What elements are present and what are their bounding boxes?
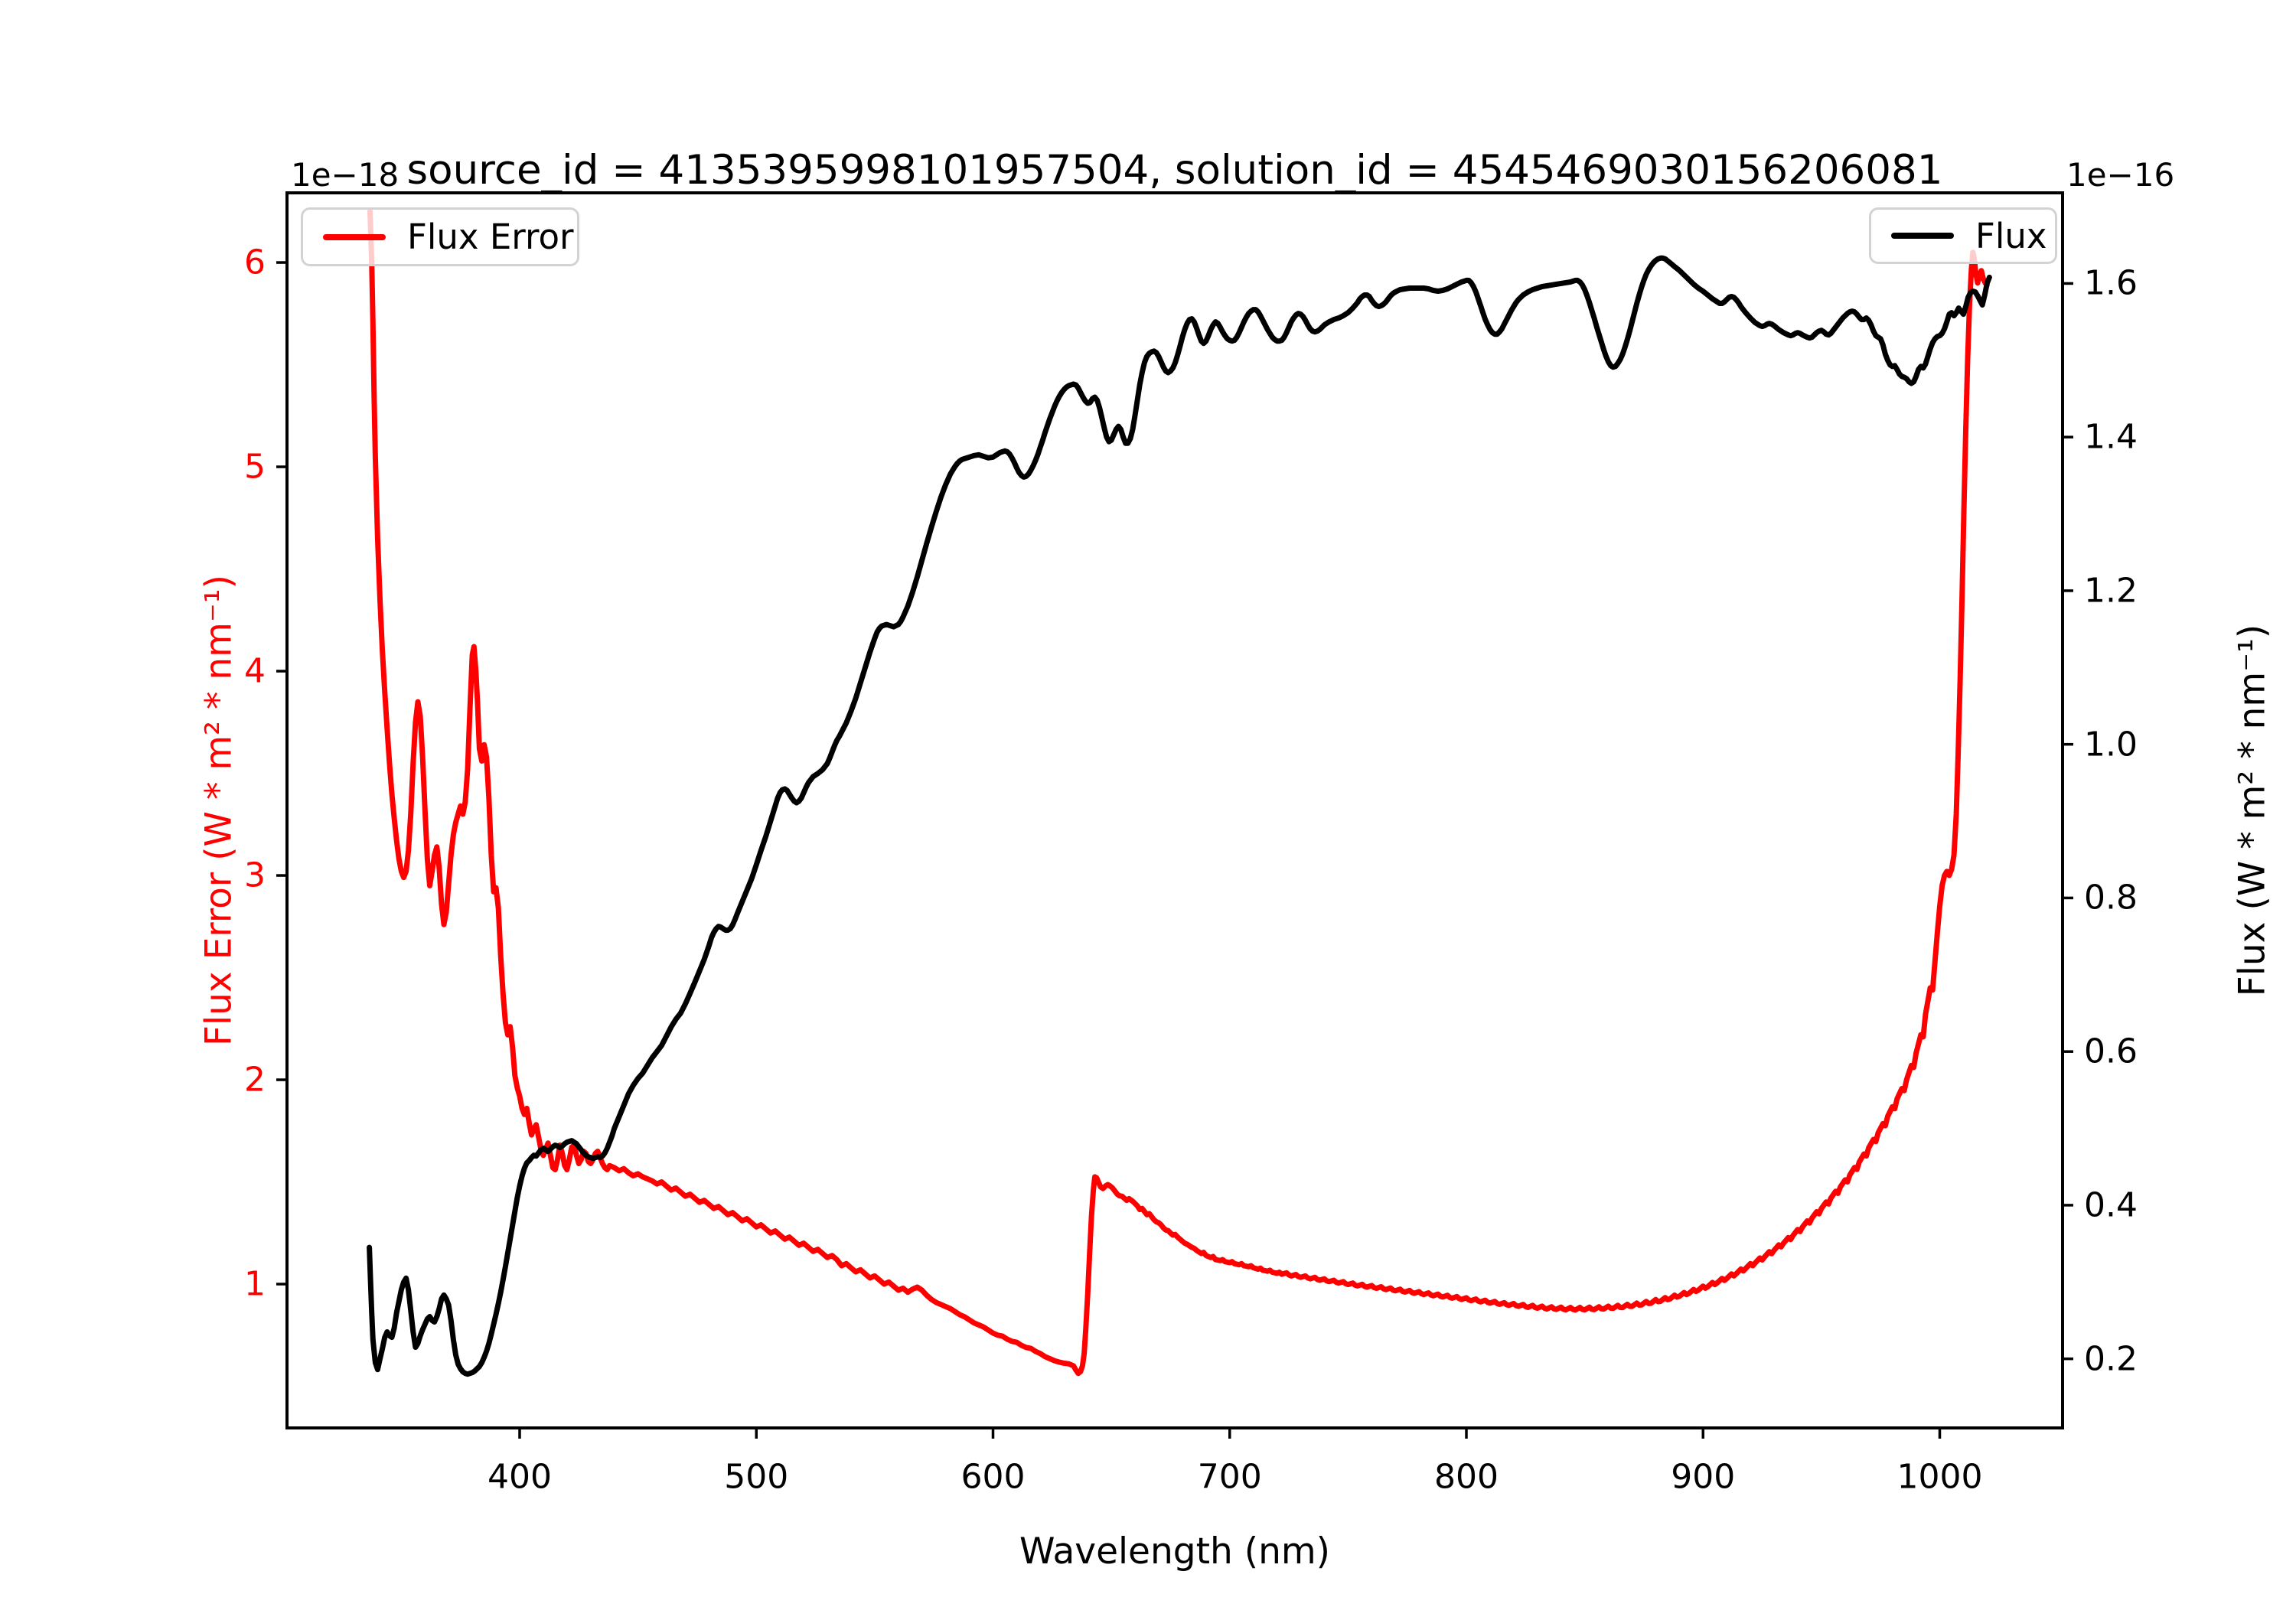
legend-flux-error: Flux Error [301,207,579,266]
right-axis-tick-label: 0.2 [2084,1339,2138,1379]
x-axis-label: Wavelength (nm) [1019,1530,1330,1573]
legend-flux-label: Flux [1975,215,2047,256]
chart-title: source_id = 4135395998101957504, solutio… [406,147,1943,194]
right-axis-tick-label: 0.4 [2084,1185,2138,1225]
x-axis-tick-label: 600 [960,1457,1026,1497]
right-axis-tick-label: 1.6 [2084,263,2138,303]
x-axis-tick-label: 800 [1433,1457,1499,1497]
left-axis-tick-label: 6 [244,243,266,282]
flux-line-icon [1891,233,1954,239]
legend-flux-error-label: Flux Error [407,217,574,257]
flux-error-curve [367,208,1990,1377]
left-axis-tick-label: 1 [244,1264,266,1304]
axes-frame [285,191,2064,1429]
left-axis-label: Flux Error (W * m² * nm⁻¹) [197,575,240,1046]
x-axis-tick-label: 900 [1671,1457,1736,1497]
left-axis-tick-label: 3 [244,856,266,895]
x-axis-tick-label: 500 [724,1457,789,1497]
left-axis-tick-label: 2 [244,1060,266,1100]
x-axis-tick-label: 700 [1197,1457,1262,1497]
left-axis-tick-label: 4 [244,651,266,691]
x-axis-tick-label: 400 [487,1457,552,1497]
x-axis-tick-label: 1000 [1896,1457,1983,1497]
flux-curve [367,255,1992,1377]
right-axis-tick-label: 1.4 [2084,417,2138,457]
flux-error-line-icon [323,233,386,240]
right-axis-tick-label: 1.0 [2084,725,2138,764]
right-axis-tick-label: 0.8 [2084,878,2138,918]
right-axis-offset: 1e−16 [2066,156,2175,194]
legend-flux: Flux [1869,207,2057,264]
right-axis-tick-label: 0.6 [2084,1032,2138,1071]
left-axis-offset: 1e−18 [291,156,400,194]
right-axis-tick-label: 1.2 [2084,571,2138,611]
left-axis-tick-label: 5 [244,447,266,487]
right-axis-label: Flux (W * m² * nm⁻¹) [2231,624,2274,997]
